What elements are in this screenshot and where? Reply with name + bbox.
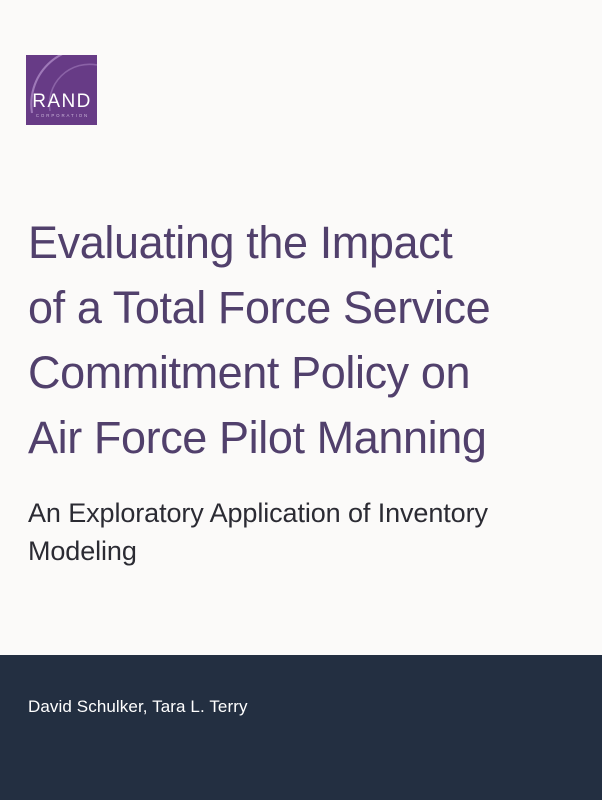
cover-footer-band: David Schulker, Tara L. Terry [0,655,602,800]
title-line-1: Evaluating the Impact [28,217,453,268]
logo-purple-square: RAND CORPORATION [26,55,97,125]
cover-subtitle: An Exploratory Application of Inventory … [28,494,548,570]
cover-title: Evaluating the Impact of a Total Force S… [28,210,568,470]
title-line-2: of a Total Force Service [28,282,491,333]
subtitle-line-2: Modeling [28,536,137,566]
rand-logo: RAND CORPORATION [26,55,97,125]
logo-arc-icon [30,55,97,114]
title-line-3: Commitment Policy on [28,347,471,398]
title-line-4: Air Force Pilot Manning [28,412,487,463]
author-names: David Schulker, Tara L. Terry [28,697,248,716]
subtitle-line-1: An Exploratory Application of Inventory [28,498,488,528]
